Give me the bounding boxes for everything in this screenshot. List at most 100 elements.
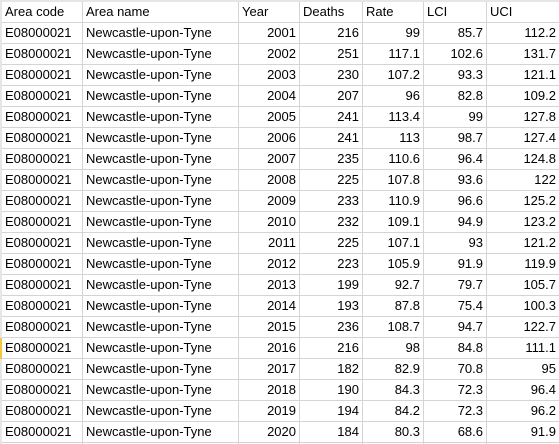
cell-deaths[interactable]: 223 (300, 254, 363, 275)
cell-area-code[interactable]: E08000021 (2, 254, 83, 275)
cell-rate[interactable]: 87.8 (363, 296, 424, 317)
cell-uci[interactable]: 121.1 (487, 65, 559, 86)
cell-year[interactable]: 2014 (239, 296, 300, 317)
cell-area-name[interactable]: Newcastle-upon-Tyne (83, 401, 239, 422)
header-cell-rate[interactable]: Rate (363, 2, 424, 23)
cell-year[interactable]: 2009 (239, 191, 300, 212)
cell-area-code[interactable]: E08000021 (2, 170, 83, 191)
cell-area-code[interactable]: E08000021 (2, 422, 83, 443)
cell-area-name[interactable]: Newcastle-upon-Tyne (83, 317, 239, 338)
cell-area-code[interactable]: E08000021 (2, 401, 83, 422)
cell-lci[interactable]: 70.8 (424, 359, 487, 380)
cell-uci[interactable]: 122 (487, 170, 559, 191)
cell-deaths[interactable]: 235 (300, 149, 363, 170)
cell-area-name[interactable]: Newcastle-upon-Tyne (83, 149, 239, 170)
cell-lci[interactable]: 91.9 (424, 254, 487, 275)
cell-uci[interactable]: 119.9 (487, 254, 559, 275)
cell-lci[interactable]: 84.8 (424, 338, 487, 359)
cell-deaths[interactable]: 241 (300, 128, 363, 149)
cell-rate[interactable]: 98 (363, 338, 424, 359)
cell-uci[interactable]: 127.8 (487, 107, 559, 128)
cell-year[interactable]: 2016 (239, 338, 300, 359)
header-cell-uci[interactable]: UCI (487, 2, 559, 23)
cell-deaths[interactable]: 207 (300, 86, 363, 107)
cell-area-name[interactable]: Newcastle-upon-Tyne (83, 170, 239, 191)
cell-rate[interactable]: 113.4 (363, 107, 424, 128)
cell-rate[interactable]: 109.1 (363, 212, 424, 233)
cell-lci[interactable]: 99 (424, 107, 487, 128)
cell-uci[interactable]: 127.4 (487, 128, 559, 149)
cell-area-code[interactable]: E08000021 (2, 359, 83, 380)
cell-year[interactable]: 2001 (239, 23, 300, 44)
cell-deaths[interactable]: 233 (300, 191, 363, 212)
cell-lci[interactable]: 102.6 (424, 44, 487, 65)
cell-area-name[interactable]: Newcastle-upon-Tyne (83, 128, 239, 149)
cell-lci[interactable]: 72.3 (424, 401, 487, 422)
cell-area-name[interactable]: Newcastle-upon-Tyne (83, 338, 239, 359)
header-cell-year[interactable]: Year (239, 2, 300, 23)
cell-area-name[interactable]: Newcastle-upon-Tyne (83, 65, 239, 86)
cell-deaths[interactable]: 182 (300, 359, 363, 380)
cell-rate[interactable]: 107.1 (363, 233, 424, 254)
cell-year[interactable]: 2015 (239, 317, 300, 338)
cell-year[interactable]: 2018 (239, 380, 300, 401)
cell-year[interactable]: 2004 (239, 86, 300, 107)
cell-rate[interactable]: 110.9 (363, 191, 424, 212)
cell-area-code[interactable]: E08000021 (2, 86, 83, 107)
cell-deaths[interactable]: 225 (300, 170, 363, 191)
cell-rate[interactable]: 108.7 (363, 317, 424, 338)
cell-area-name[interactable]: Newcastle-upon-Tyne (83, 44, 239, 65)
cell-uci[interactable]: 121.2 (487, 233, 559, 254)
cell-uci[interactable]: 105.7 (487, 275, 559, 296)
cell-rate[interactable]: 84.3 (363, 380, 424, 401)
cell-area-code[interactable]: E08000021 (2, 317, 83, 338)
cell-area-code[interactable]: E08000021 (2, 296, 83, 317)
cell-area-name[interactable]: Newcastle-upon-Tyne (83, 296, 239, 317)
cell-deaths[interactable]: 193 (300, 296, 363, 317)
cell-uci[interactable]: 122.7 (487, 317, 559, 338)
header-cell-lci[interactable]: LCI (424, 2, 487, 23)
cell-area-name[interactable]: Newcastle-upon-Tyne (83, 86, 239, 107)
cell-area-name[interactable]: Newcastle-upon-Tyne (83, 107, 239, 128)
cell-area-code[interactable]: E08000021 (2, 380, 83, 401)
cell-area-name[interactable]: Newcastle-upon-Tyne (83, 422, 239, 443)
cell-deaths[interactable]: 251 (300, 44, 363, 65)
cell-lci[interactable]: 98.7 (424, 128, 487, 149)
cell-area-code[interactable]: E08000021 (2, 23, 83, 44)
cell-area-code[interactable]: E08000021 (2, 128, 83, 149)
cell-year[interactable]: 2012 (239, 254, 300, 275)
cell-rate[interactable]: 82.9 (363, 359, 424, 380)
cell-area-code[interactable]: E08000021 (2, 149, 83, 170)
cell-area-code[interactable]: E08000021 (2, 275, 83, 296)
cell-lci[interactable]: 82.8 (424, 86, 487, 107)
cell-uci[interactable]: 123.2 (487, 212, 559, 233)
cell-area-name[interactable]: Newcastle-upon-Tyne (83, 233, 239, 254)
cell-deaths[interactable]: 216 (300, 23, 363, 44)
cell-lci[interactable]: 72.3 (424, 380, 487, 401)
cell-area-code[interactable]: E08000021 (2, 338, 83, 359)
cell-deaths[interactable]: 225 (300, 233, 363, 254)
cell-deaths[interactable]: 216 (300, 338, 363, 359)
cell-lci[interactable]: 93 (424, 233, 487, 254)
cell-year[interactable]: 2020 (239, 422, 300, 443)
cell-deaths[interactable]: 230 (300, 65, 363, 86)
cell-year[interactable]: 2010 (239, 212, 300, 233)
cell-uci[interactable]: 111.1 (487, 338, 559, 359)
cell-rate[interactable]: 107.8 (363, 170, 424, 191)
cell-deaths[interactable]: 190 (300, 380, 363, 401)
cell-year[interactable]: 2017 (239, 359, 300, 380)
cell-area-name[interactable]: Newcastle-upon-Tyne (83, 212, 239, 233)
cell-area-code[interactable]: E08000021 (2, 233, 83, 254)
cell-uci[interactable]: 112.2 (487, 23, 559, 44)
cell-uci[interactable]: 96.4 (487, 380, 559, 401)
cell-uci[interactable]: 96.2 (487, 401, 559, 422)
cell-area-code[interactable]: E08000021 (2, 107, 83, 128)
cell-deaths[interactable]: 241 (300, 107, 363, 128)
cell-area-name[interactable]: Newcastle-upon-Tyne (83, 275, 239, 296)
cell-rate[interactable]: 96 (363, 86, 424, 107)
cell-year[interactable]: 2008 (239, 170, 300, 191)
header-cell-area-name[interactable]: Area name (83, 2, 239, 23)
cell-year[interactable]: 2006 (239, 128, 300, 149)
cell-uci[interactable]: 131.7 (487, 44, 559, 65)
cell-uci[interactable]: 95 (487, 359, 559, 380)
